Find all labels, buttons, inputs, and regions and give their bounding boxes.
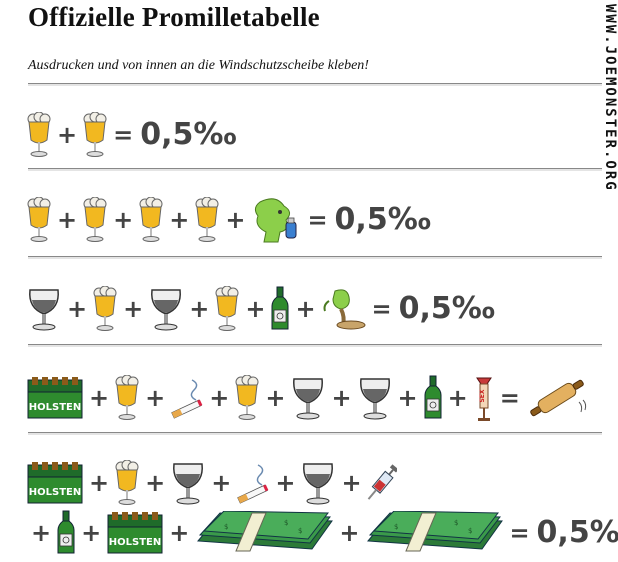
result-value: 0,5‰	[398, 291, 495, 326]
plus-operator: +	[113, 206, 134, 234]
beer-glass-icon	[138, 197, 164, 243]
formula-row-5b: + + HOLSTEN + $ $ $ + $ $ $ = 0,5‰	[26, 510, 618, 556]
svg-text:$: $	[284, 519, 288, 527]
plus-operator: +	[169, 519, 190, 547]
svg-text:$: $	[298, 527, 302, 535]
plus-operator: +	[169, 206, 190, 234]
beer-glass-icon	[114, 460, 140, 506]
equals-operator: =	[499, 384, 520, 412]
wine-glass-icon	[148, 286, 184, 332]
beer-glass-icon	[234, 375, 260, 421]
svg-text:$: $	[468, 527, 472, 535]
result-value: 0,5‰	[334, 202, 431, 237]
beer-glass-icon	[82, 197, 108, 243]
plus-operator: +	[81, 519, 102, 547]
plus-operator: +	[265, 384, 286, 412]
result-value: 0,5‰	[536, 515, 618, 550]
formula-row-2: + + + + = 0,5‰	[26, 196, 431, 244]
beer-glass-icon	[114, 375, 140, 421]
plus-operator: +	[31, 519, 52, 547]
plus-operator: +	[331, 384, 352, 412]
money-stack-icon: $ $ $	[364, 511, 504, 555]
person-fainting-icon	[321, 287, 367, 331]
plus-operator: +	[397, 384, 418, 412]
wine-glass-icon	[300, 460, 336, 506]
beer-crate-icon: HOLSTEN	[26, 376, 84, 420]
bottle-icon	[56, 510, 76, 556]
separator	[28, 168, 602, 171]
equals-operator: =	[307, 206, 328, 234]
rolling-pin-icon	[525, 376, 589, 420]
sex-sign-icon: SEX	[473, 374, 495, 422]
plus-operator: +	[67, 295, 88, 323]
plus-operator: +	[245, 295, 266, 323]
plus-operator: +	[339, 519, 360, 547]
page-title: Offizielle Promilletabelle	[28, 2, 320, 32]
equals-operator: =	[371, 295, 392, 323]
plus-operator: +	[209, 384, 230, 412]
separator	[28, 83, 602, 86]
bottle-icon	[270, 286, 290, 332]
plus-operator: +	[189, 295, 210, 323]
equals-operator: =	[113, 121, 134, 149]
plus-operator: +	[145, 384, 166, 412]
wine-glass-icon	[290, 375, 326, 421]
plus-operator: +	[145, 469, 166, 497]
crate-label: HOLSTEN	[29, 402, 81, 413]
brand-watermark: WWW.JOEMONSTER.ORG	[602, 4, 618, 192]
syringe-icon	[367, 460, 397, 506]
formula-row-3: + + + + + = 0,5‰	[26, 286, 495, 332]
page-subtitle: Ausdrucken und von innen an die Windschu…	[28, 58, 369, 73]
plus-operator: +	[57, 121, 78, 149]
wine-glass-icon	[170, 460, 206, 506]
plus-operator: +	[57, 206, 78, 234]
beer-glass-icon	[194, 197, 220, 243]
sex-sign-label: SEX	[479, 389, 486, 402]
svg-text:$: $	[224, 523, 228, 531]
crate-label: HOLSTEN	[29, 487, 81, 498]
beer-glass-icon	[26, 197, 52, 243]
plus-operator: +	[225, 206, 246, 234]
svg-text:$: $	[454, 519, 458, 527]
beer-glass-icon	[92, 286, 118, 332]
beer-crate-icon: HOLSTEN	[26, 461, 84, 505]
plus-operator: +	[123, 295, 144, 323]
person-eating-icon	[250, 196, 302, 244]
crate-label: HOLSTEN	[109, 537, 161, 548]
formula-row-4: HOLSTEN + + + + + + + SEX =	[26, 374, 589, 422]
bottle-icon	[423, 375, 443, 421]
beer-glass-icon	[26, 112, 52, 158]
equals-operator: =	[509, 519, 530, 547]
plus-operator: +	[447, 384, 468, 412]
plus-operator: +	[295, 295, 316, 323]
beer-crate-icon: HOLSTEN	[106, 511, 164, 555]
cigarette-icon	[236, 461, 270, 505]
money-stack-icon: $ $ $	[194, 511, 334, 555]
cigarette-icon	[170, 376, 204, 420]
separator	[28, 432, 602, 435]
beer-glass-icon	[214, 286, 240, 332]
plus-operator: +	[341, 469, 362, 497]
plus-operator: +	[211, 469, 232, 497]
plus-operator: +	[275, 469, 296, 497]
plus-operator: +	[89, 384, 110, 412]
separator	[28, 256, 602, 259]
formula-row-5a: HOLSTEN + + + + +	[26, 460, 397, 506]
separator	[28, 344, 602, 347]
svg-text:$: $	[394, 523, 398, 531]
wine-glass-icon	[26, 286, 62, 332]
beer-glass-icon	[82, 112, 108, 158]
result-value: 0,5‰	[140, 117, 237, 152]
plus-operator: +	[89, 469, 110, 497]
formula-row-1: + = 0,5‰	[26, 112, 237, 158]
wine-glass-icon	[357, 375, 393, 421]
